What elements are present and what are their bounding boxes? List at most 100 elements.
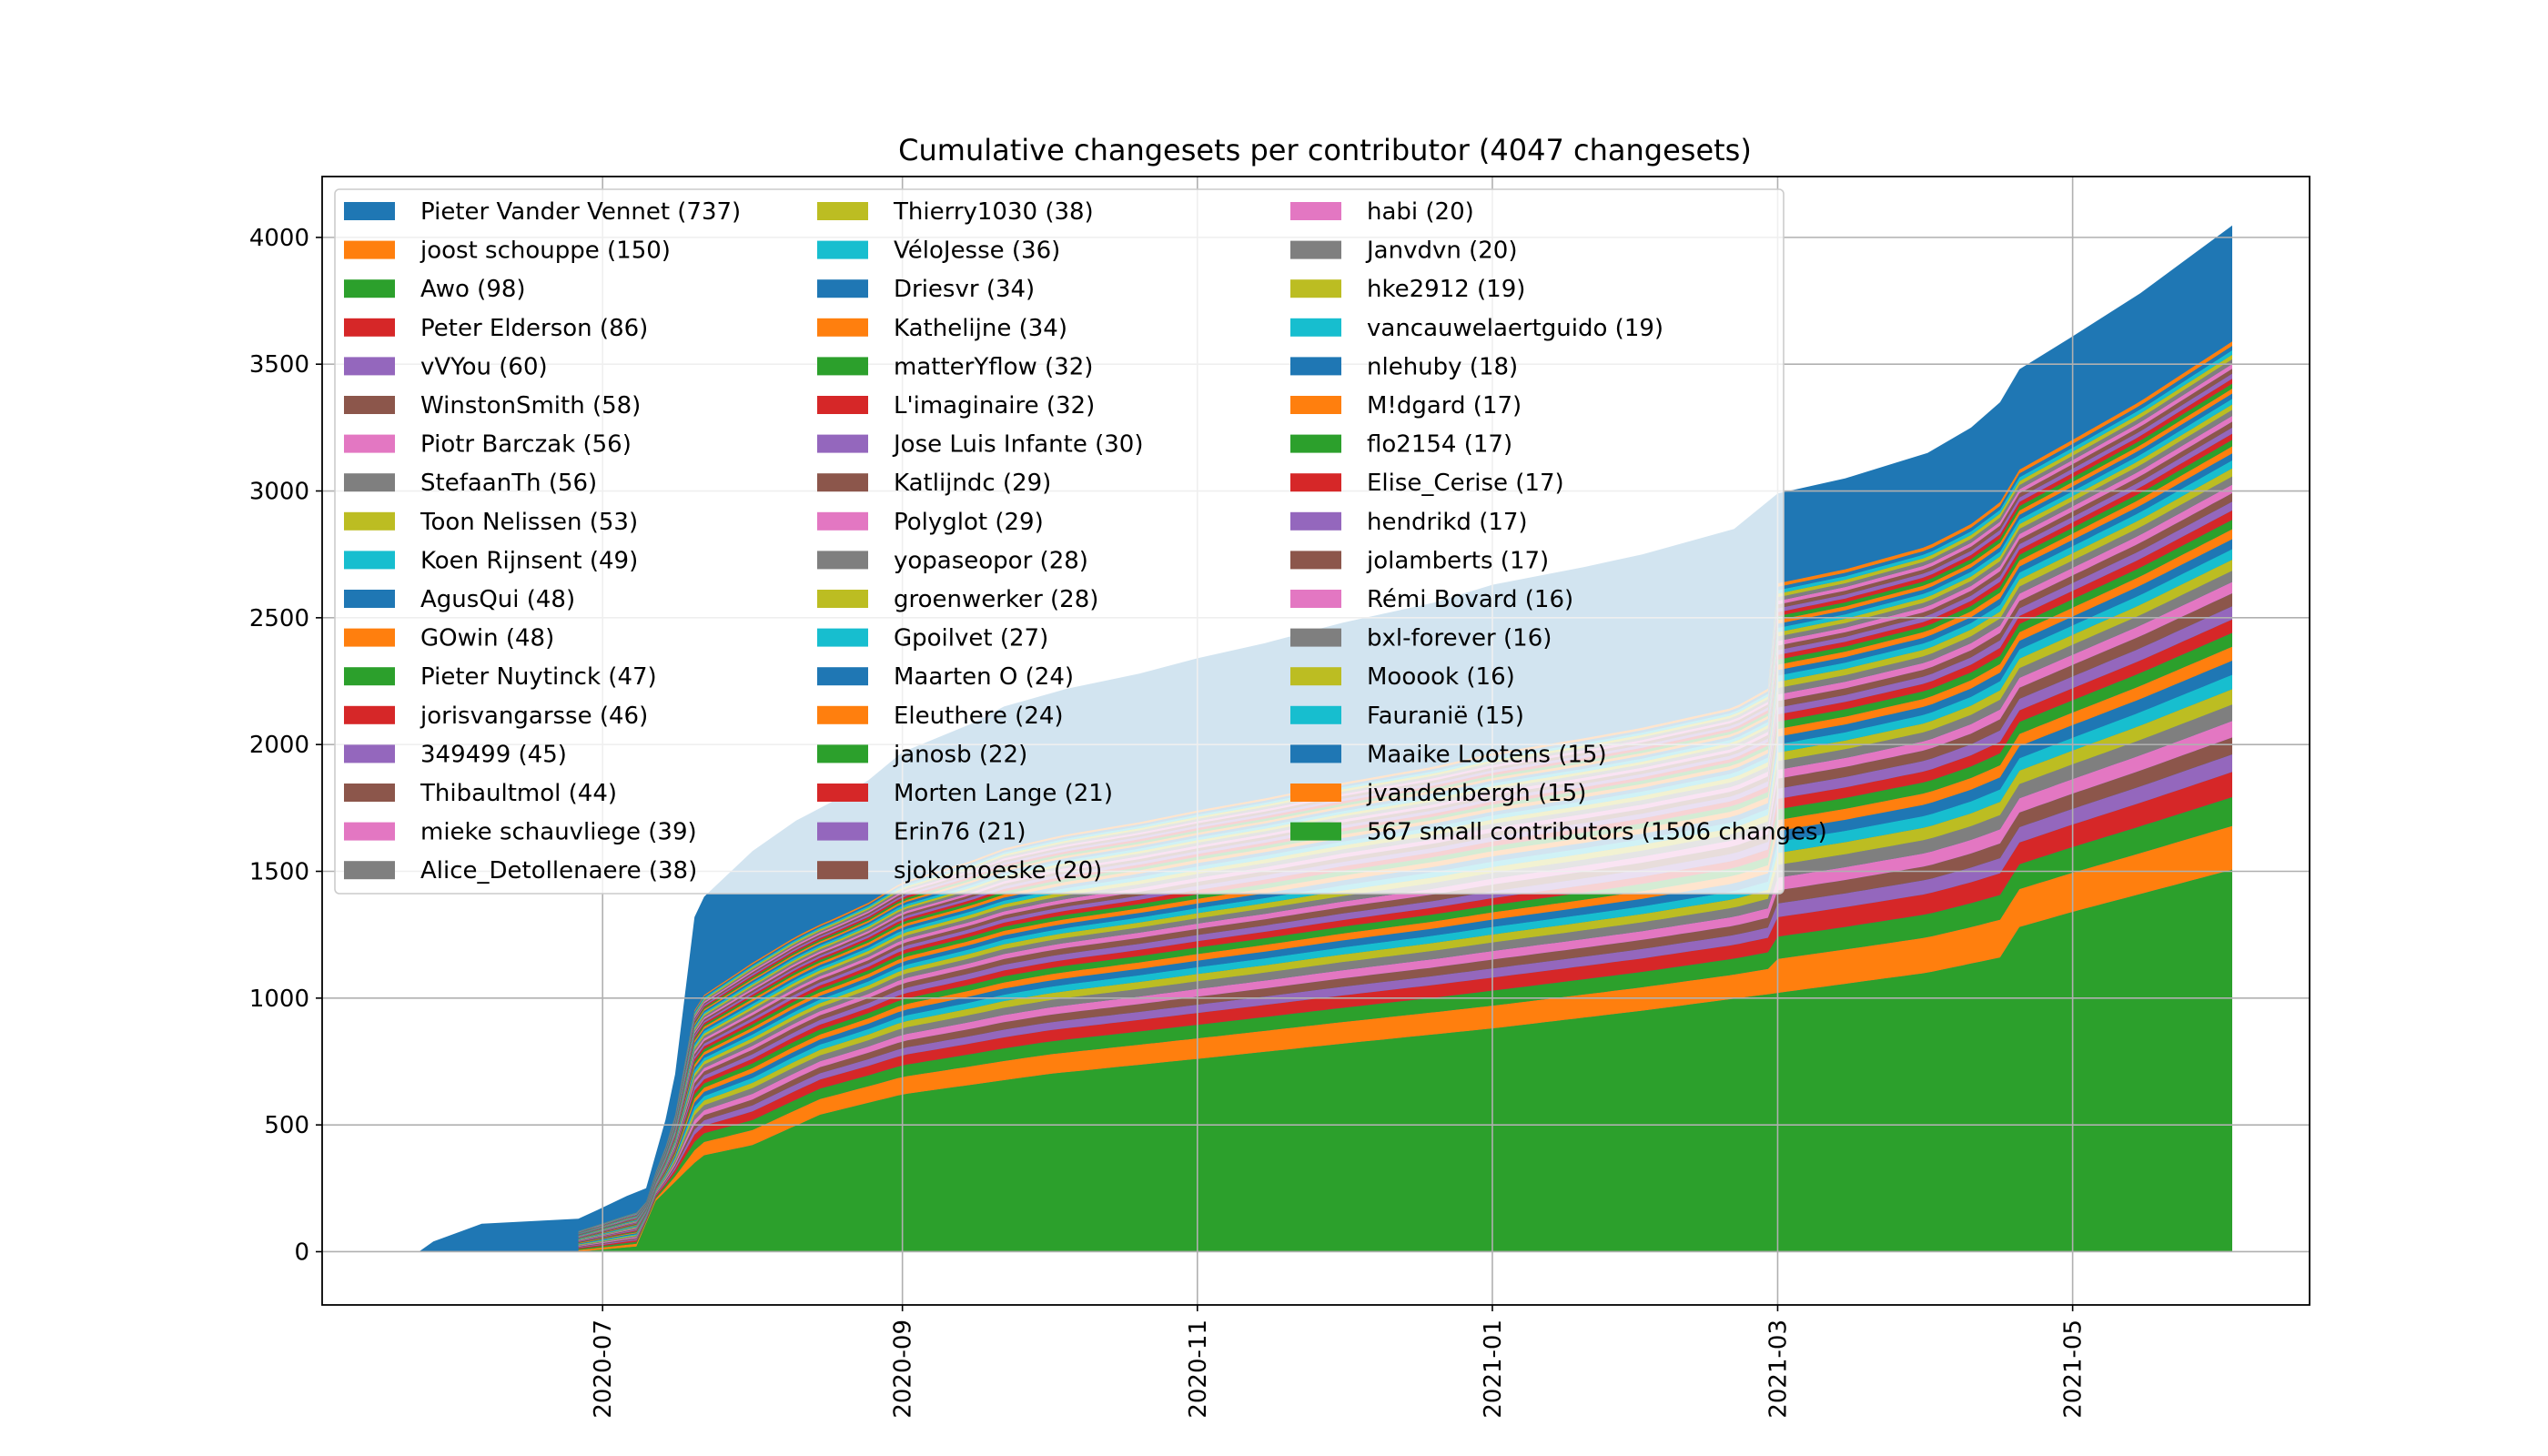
legend-label: flo2154 (17) — [1367, 431, 1512, 459]
legend-label: Maaike Lootens (15) — [1367, 741, 1607, 768]
legend-label: Awo (98) — [420, 276, 526, 303]
legend-label: Kathelijne (34) — [894, 315, 1067, 342]
legend-label: sjokomoeske (20) — [894, 857, 1102, 885]
legend-label: Polyglot (29) — [894, 509, 1044, 536]
legend-label: Thierry1030 (38) — [893, 198, 1094, 226]
legend-swatch — [817, 473, 868, 492]
legend-swatch — [1290, 628, 1341, 647]
legend-label: Jose Luis Infante (30) — [892, 431, 1143, 459]
legend-swatch — [817, 861, 868, 880]
legend-swatch — [344, 628, 395, 647]
legend-swatch — [344, 279, 395, 298]
legend-label: Koen Rijnsent (49) — [420, 547, 638, 574]
legend-label: hendrikd (17) — [1367, 509, 1528, 536]
legend-label: M!dgard (17) — [1367, 392, 1522, 420]
legend-swatch — [1290, 744, 1341, 763]
legend-swatch — [344, 318, 395, 337]
legend-label: jolamberts (17) — [1366, 547, 1549, 574]
legend-label: Thibaultmol (44) — [420, 780, 617, 807]
legend-swatch — [344, 705, 395, 724]
legend-swatch — [344, 202, 395, 220]
legend-swatch — [344, 511, 395, 531]
legend-swatch — [817, 396, 868, 414]
x-tick-label: 2020-11 — [1185, 1320, 1212, 1419]
legend-swatch — [817, 705, 868, 724]
legend-swatch — [817, 667, 868, 686]
series-area-small-contributors — [578, 869, 2232, 1252]
legend-swatch — [344, 590, 395, 608]
legend-swatch — [1290, 240, 1341, 259]
chart-title: Cumulative changesets per contributor (4… — [898, 133, 1752, 167]
legend-swatch — [1290, 318, 1341, 337]
legend-swatch — [344, 744, 395, 763]
y-tick-label: 500 — [264, 1112, 309, 1139]
legend-swatch — [1290, 551, 1341, 570]
legend-label: Driesvr (34) — [894, 276, 1035, 303]
legend-swatch — [817, 511, 868, 531]
legend-label: VéloJesse (36) — [894, 238, 1060, 265]
legend-swatch — [817, 357, 868, 376]
legend-swatch — [1290, 434, 1341, 453]
legend-swatch — [344, 667, 395, 686]
legend-swatch — [817, 240, 868, 259]
legend-label: 349499 (45) — [420, 741, 567, 768]
legend-swatch — [1290, 279, 1341, 298]
legend-label: Eleuthere (24) — [894, 703, 1064, 730]
y-tick-label: 1500 — [249, 859, 309, 886]
legend-label: Maarten O (24) — [894, 663, 1074, 691]
legend-swatch — [344, 551, 395, 570]
x-tick-label: 2021-03 — [1764, 1320, 1792, 1419]
y-tick-label: 2500 — [249, 605, 309, 632]
legend-swatch — [817, 202, 868, 220]
legend-label: GOwin (48) — [420, 625, 554, 652]
y-tick-label: 0 — [294, 1239, 309, 1266]
legend-swatch — [1290, 473, 1341, 492]
legend: Pieter Vander Vennet (737) joost schouppe… — [334, 188, 1827, 895]
legend-label: Pieter Nuytinck (47) — [420, 663, 657, 691]
y-tick-label: 3000 — [249, 479, 309, 506]
legend-label: Mooook (16) — [1367, 663, 1515, 691]
legend-label: StefaanTh (56) — [420, 470, 597, 497]
legend-label: Pieter Vander Vennet (737) — [420, 198, 741, 226]
legend-label: Alice_Detollenaere (38) — [420, 857, 697, 885]
legend-swatch — [817, 744, 868, 763]
legend-swatch — [1290, 822, 1341, 841]
y-tick-label: 4000 — [249, 225, 309, 252]
legend-swatch — [344, 784, 395, 802]
legend-label: vancauwelaertguido (19) — [1367, 315, 1663, 342]
legend-label: yopaseopor (28) — [894, 547, 1088, 574]
legend-label: matterYflow (32) — [894, 353, 1093, 380]
legend-label: jorisvangarsse (46) — [420, 703, 648, 730]
y-tick-label: 2000 — [249, 732, 309, 759]
x-tick-label: 2020-07 — [590, 1320, 617, 1419]
legend-swatch — [344, 861, 395, 880]
x-tick-label: 2021-05 — [2060, 1320, 2088, 1419]
legend-label: jvandenbergh (15) — [1366, 780, 1586, 807]
legend-label: joost schouppe (150) — [420, 238, 671, 265]
legend-label: bxl-forever (16) — [1367, 625, 1552, 652]
legend-label: Katlijndc (29) — [894, 470, 1051, 497]
x-tick-label: 2021-01 — [1480, 1320, 1507, 1419]
legend-label: L'imaginaire (32) — [894, 392, 1095, 420]
legend-label: Janvdvn (20) — [1365, 238, 1517, 265]
legend-swatch — [344, 240, 395, 259]
legend-swatch — [817, 822, 868, 841]
legend-label: Fauranië (15) — [1367, 703, 1524, 730]
x-tick-label: 2020-09 — [890, 1320, 917, 1419]
legend-swatch — [1290, 396, 1341, 414]
legend-label: habi (20) — [1367, 198, 1474, 226]
legend-swatch — [1290, 511, 1341, 531]
legend-label: Peter Elderson (86) — [420, 315, 648, 342]
legend-label: hke2912 (19) — [1367, 276, 1525, 303]
legend-swatch — [817, 590, 868, 608]
legend-swatch — [1290, 784, 1341, 802]
legend-label: janosb (22) — [893, 741, 1027, 768]
legend-label: Toon Nelissen (53) — [420, 509, 638, 536]
legend-label: nlehuby (18) — [1367, 353, 1518, 380]
legend-swatch — [344, 473, 395, 492]
legend-swatch — [817, 279, 868, 298]
legend-swatch — [817, 434, 868, 453]
legend-label: WinstonSmith (58) — [420, 392, 641, 420]
legend-swatch — [817, 318, 868, 337]
